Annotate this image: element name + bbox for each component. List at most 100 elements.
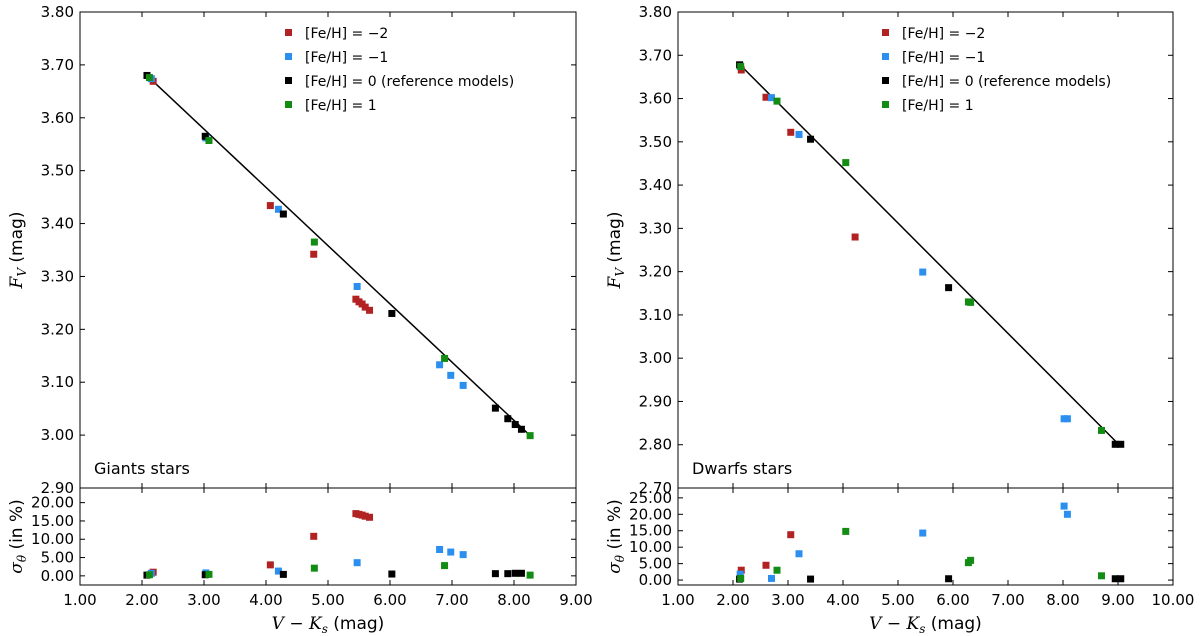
y-tick-label: 3.70: [41, 56, 74, 74]
sigma-point: [1063, 510, 1071, 518]
data-point: [145, 74, 153, 82]
data-point: [1117, 440, 1125, 448]
x-tick-label: 1.00: [63, 591, 96, 609]
sigma-axis-label-math: σ: [605, 562, 625, 574]
sigma-tick-label: 5.00: [41, 549, 74, 567]
sigma-point: [762, 561, 770, 569]
data-point: [266, 202, 274, 210]
data-point: [310, 238, 318, 246]
sigma-point: [511, 569, 519, 577]
legend-marker: [882, 53, 889, 60]
data-point: [768, 94, 775, 102]
sigma-point: [353, 559, 361, 567]
y-tick-label: 2.80: [639, 436, 672, 454]
sigma-point: [366, 513, 374, 521]
sigma-point: [274, 567, 282, 575]
sigma-tick-label: 15.00: [629, 522, 672, 540]
sigma-axis-label-unit: (in %): [605, 499, 625, 555]
sigma-axis-label-sub: θ: [613, 554, 627, 562]
sigma-point: [773, 566, 781, 574]
x-axis-label-unit: (mag): [925, 614, 981, 634]
data-point: [919, 268, 927, 276]
sigma-point: [795, 550, 803, 558]
sigma-point: [1117, 575, 1125, 583]
x-tick-label: 8.00: [497, 591, 530, 609]
x-tick-label: 7.00: [991, 591, 1024, 609]
y-axis-label-unit: (mag): [7, 212, 27, 268]
data-point: [436, 361, 444, 369]
sigma-point: [736, 570, 744, 578]
y-axis-label-sub: V: [15, 267, 29, 277]
y-tick-label: 3.30: [41, 267, 74, 285]
x-tick-label: 5.00: [881, 591, 914, 609]
bottom-axes-frame: [677, 487, 1174, 586]
sigma-point: [517, 569, 525, 577]
legend-marker: [285, 29, 292, 36]
y-axis-label-math: F: [605, 275, 625, 289]
data-point: [787, 128, 795, 136]
sigma-point: [201, 571, 209, 579]
legend-marker: [882, 77, 889, 84]
y-tick-label: 3.10: [639, 306, 672, 324]
sigma-point: [768, 574, 775, 582]
y-tick-label: 3.70: [639, 46, 672, 64]
data-point: [842, 159, 850, 167]
data-point: [967, 298, 975, 306]
x-axis-label-sub: s: [322, 622, 328, 636]
sigma-point: [737, 566, 745, 574]
y-axis-label-sub: V: [613, 267, 627, 277]
data-point: [945, 284, 953, 292]
sigma-point: [967, 556, 975, 564]
sigma-point: [737, 574, 745, 582]
sigma-tick-label: 10.00: [629, 538, 672, 556]
legend-marker: [882, 29, 889, 36]
y-tick-label: 3.00: [41, 426, 74, 444]
y-axis-label-math: F: [7, 275, 27, 289]
sigma-axis-label: σθ (in %): [605, 499, 627, 574]
legend-label: [Fe/H] = 0 (reference models): [902, 74, 1111, 90]
sigma-point: [526, 571, 534, 579]
legend-label: [Fe/H] = 0 (reference models): [305, 74, 514, 90]
y-tick-label: 3.40: [41, 215, 74, 233]
x-axis-label-math: V − K: [272, 614, 323, 634]
sigma-tick-label: 5.00: [639, 555, 672, 573]
data-point: [205, 137, 213, 145]
y-tick-label: 3.30: [639, 219, 672, 237]
data-point: [279, 210, 287, 218]
sigma-point: [807, 575, 815, 583]
data-point: [773, 97, 781, 105]
data-point: [447, 371, 455, 379]
y-tick-label: 3.50: [639, 133, 672, 151]
x-tick-label: 3.00: [187, 591, 220, 609]
x-tick-label: 6.00: [936, 591, 969, 609]
x-tick-label: 7.00: [435, 591, 468, 609]
data-point: [274, 205, 282, 213]
sigma-point: [842, 527, 850, 535]
x-tick-label: 5.00: [311, 591, 344, 609]
sigma-point: [1111, 575, 1119, 583]
data-point: [1063, 415, 1071, 423]
sigma-point: [205, 570, 213, 578]
panel-label: Giants stars: [94, 459, 190, 478]
sigma-tick-label: 10.00: [31, 530, 74, 548]
x-axis-label: V − Ks (mag): [272, 614, 385, 636]
data-point: [310, 250, 318, 258]
legend-marker: [882, 101, 889, 108]
sigma-point: [145, 571, 153, 579]
data-point: [762, 93, 770, 101]
legend-label: [Fe/H] = 1: [902, 98, 974, 114]
x-tick-label: 4.00: [826, 591, 859, 609]
y-axis-label-unit: (mag): [605, 212, 625, 268]
data-point: [366, 306, 374, 314]
sigma-point: [361, 512, 369, 520]
data-point: [1111, 440, 1119, 448]
data-point: [526, 432, 534, 440]
sigma-point: [310, 564, 318, 572]
y-tick-label: 2.90: [639, 392, 672, 410]
x-tick-label: 3.00: [771, 591, 804, 609]
y-tick-label: 3.20: [41, 320, 74, 338]
sigma-point: [388, 570, 396, 578]
y-axis-label: FV (mag): [605, 212, 627, 290]
sigma-point: [1060, 502, 1068, 510]
